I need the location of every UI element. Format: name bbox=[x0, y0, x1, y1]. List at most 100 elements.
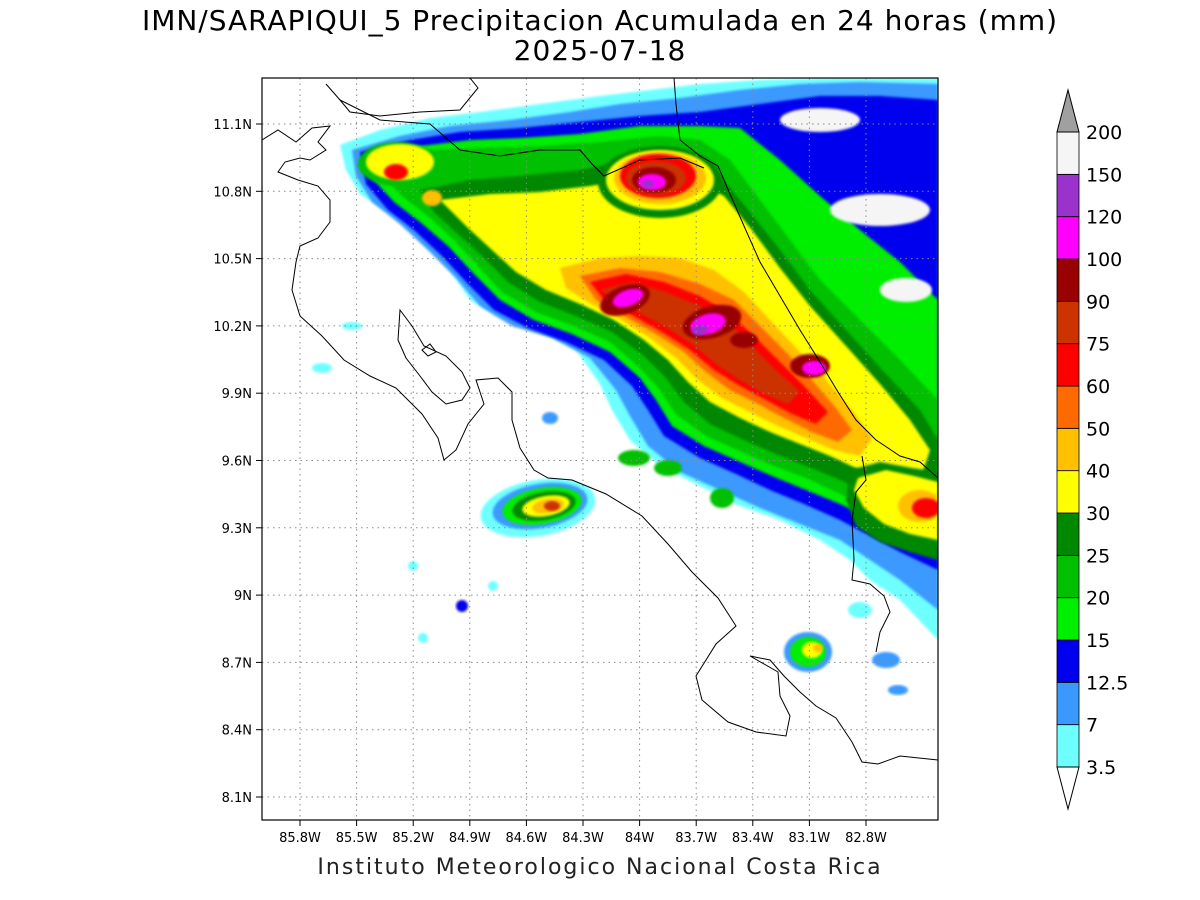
colorbar-box bbox=[1056, 427, 1080, 472]
coastline-and-borders bbox=[262, 78, 938, 765]
precip-cell bbox=[802, 361, 826, 375]
precip-cell bbox=[418, 633, 428, 643]
precip-cell bbox=[612, 288, 644, 308]
x-tick-label: 84.9W bbox=[449, 831, 491, 846]
y-tick-label: 8.1N bbox=[222, 791, 252, 806]
precip-cell bbox=[366, 144, 434, 180]
colorbar-label: 3.5 bbox=[1086, 757, 1116, 779]
x-tick-label: 84W bbox=[625, 831, 655, 846]
x-tick-label: 82.8W bbox=[845, 831, 887, 846]
precip-cell bbox=[830, 194, 930, 226]
colorbar-box bbox=[1056, 681, 1080, 726]
colorbar-label: 120 bbox=[1086, 207, 1122, 229]
precipitation-field bbox=[312, 78, 938, 695]
colorbar-label: 15 bbox=[1086, 630, 1110, 652]
map-title: IMN/SARAPIQUI_5 Precipitacion Acumulada … bbox=[141, 4, 1059, 37]
precip-cell bbox=[618, 450, 650, 466]
colorbar-label: 50 bbox=[1086, 418, 1110, 440]
colorbar-box bbox=[1056, 385, 1080, 429]
x-tick-label: 85.5W bbox=[336, 831, 378, 846]
longitude-ticks: 85.8W 85.5W 85.2W 84.9W 84.6W 84.3W 84W 83.7W 83… bbox=[279, 820, 887, 846]
precip-cell bbox=[544, 501, 560, 511]
colorbar: 3.5 7 12.5 15 20 25 30 40 50 60 75 90 100 120 150 200 bbox=[1056, 88, 1128, 811]
colorbar-box bbox=[1056, 343, 1080, 387]
y-tick-label: 8.4N bbox=[222, 724, 252, 739]
y-tick-label: 10.8N bbox=[213, 185, 252, 200]
y-tick-label: 11.1N bbox=[213, 118, 252, 133]
colorbar-label: 7 bbox=[1086, 715, 1098, 737]
nicaragua-border bbox=[339, 99, 705, 177]
colorbar-box bbox=[1056, 470, 1080, 514]
precip-cell bbox=[780, 108, 860, 132]
colorbar-label: 100 bbox=[1086, 249, 1122, 271]
colorbar-label: 12.5 bbox=[1086, 672, 1128, 694]
precip-zone-75 bbox=[600, 282, 800, 404]
colorbar-label: 20 bbox=[1086, 588, 1110, 610]
lake-nicaragua-shore bbox=[325, 78, 479, 117]
precip-cell bbox=[312, 363, 332, 373]
precip-cell bbox=[813, 644, 823, 652]
colorbar-box bbox=[1056, 216, 1080, 260]
colorbar-box bbox=[1056, 724, 1080, 768]
x-tick-label: 85.8W bbox=[279, 831, 321, 846]
y-tick-label: 8.7N bbox=[222, 656, 252, 671]
latitude-ticks: 11.1N 10.8N 10.5N 10.2N 9.9N 9.6N 9.3N 9N 8.7N 8.… bbox=[213, 118, 262, 806]
y-tick-label: 10.5N bbox=[213, 253, 252, 268]
precip-cell bbox=[710, 488, 734, 508]
colorbar-box bbox=[1056, 597, 1080, 641]
colorbar-top-arrow bbox=[1056, 88, 1080, 133]
precip-cell bbox=[342, 322, 362, 330]
colorbar-box bbox=[1056, 639, 1080, 683]
precip-cell bbox=[422, 190, 442, 206]
y-tick-label: 9.9N bbox=[222, 387, 252, 402]
colorbar-box bbox=[1056, 554, 1080, 599]
precip-cell bbox=[456, 600, 468, 612]
y-tick-label: 9N bbox=[234, 589, 252, 604]
colorbar-label: 60 bbox=[1086, 376, 1110, 398]
precip-cell bbox=[888, 685, 908, 695]
caribbean-coastline bbox=[673, 78, 938, 479]
colorbar-label: 40 bbox=[1086, 461, 1110, 483]
precip-cell bbox=[642, 180, 654, 188]
y-tick-label: 9.3N bbox=[222, 522, 252, 537]
precip-cell bbox=[872, 652, 900, 668]
pacific-coastline bbox=[262, 125, 938, 765]
colorbar-label: 30 bbox=[1086, 503, 1110, 525]
colorbar-box bbox=[1056, 131, 1080, 175]
precip-cell bbox=[912, 498, 938, 518]
panama-border bbox=[851, 455, 891, 653]
colorbar-box bbox=[1056, 512, 1080, 556]
island bbox=[421, 343, 437, 357]
precip-cell bbox=[542, 412, 558, 424]
plot-frame bbox=[261, 77, 939, 821]
colorbar-label: 200 bbox=[1086, 122, 1122, 144]
colorbar-box bbox=[1056, 173, 1080, 218]
colorbar-label: 75 bbox=[1086, 334, 1110, 356]
colorbar-box bbox=[1056, 300, 1080, 345]
precip-contour bbox=[854, 470, 938, 540]
colorbar-box bbox=[1056, 258, 1080, 302]
precip-cell bbox=[692, 324, 708, 336]
precip-cell bbox=[848, 602, 872, 618]
x-tick-label: 83.4W bbox=[732, 831, 774, 846]
y-tick-label: 10.2N bbox=[213, 320, 252, 335]
map-date: 2025-07-18 bbox=[513, 34, 687, 67]
x-tick-label: 83.1W bbox=[788, 831, 830, 846]
colorbar-bottom-arrow bbox=[1056, 766, 1080, 811]
x-tick-label: 83.7W bbox=[675, 831, 717, 846]
colorbar-label: 25 bbox=[1086, 545, 1110, 567]
precip-cell bbox=[730, 332, 758, 348]
x-tick-label: 85.2W bbox=[392, 831, 434, 846]
footer-credit: Instituto Meteorologico Nacional Costa R… bbox=[317, 855, 883, 880]
precip-cell bbox=[654, 460, 682, 476]
precip-cell bbox=[408, 561, 418, 571]
nicoya-gulf-outline bbox=[397, 308, 471, 405]
precip-cell bbox=[880, 278, 932, 302]
x-tick-label: 84.6W bbox=[505, 831, 547, 846]
colorbar-label: 90 bbox=[1086, 291, 1110, 313]
y-tick-label: 9.6N bbox=[222, 455, 252, 470]
precip-cell bbox=[384, 164, 408, 180]
colorbar-label: 150 bbox=[1086, 164, 1122, 186]
x-tick-label: 84.3W bbox=[562, 831, 604, 846]
